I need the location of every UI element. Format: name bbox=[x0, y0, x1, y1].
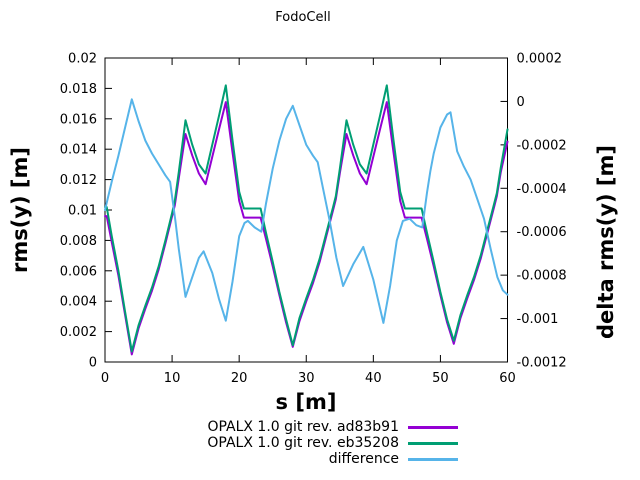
legend: OPALX 1.0 git rev. ad83b91 OPALX 1.0 git… bbox=[150, 419, 458, 467]
svg-text:40: 40 bbox=[365, 371, 382, 386]
legend-line-difference bbox=[408, 457, 458, 461]
chart-title: FodoCell bbox=[275, 10, 331, 25]
legend-label-series1: OPALX 1.0 git rev. ad83b91 bbox=[207, 419, 399, 435]
svg-text:-0.0006: -0.0006 bbox=[517, 225, 567, 240]
svg-text:0: 0 bbox=[89, 356, 97, 371]
svg-text:0.012: 0.012 bbox=[60, 173, 97, 188]
svg-text:0.01: 0.01 bbox=[68, 204, 97, 219]
legend-line-series2 bbox=[408, 441, 458, 445]
svg-text:0: 0 bbox=[517, 95, 525, 110]
legend-row: OPALX 1.0 git rev. eb35208 bbox=[150, 435, 458, 451]
svg-text:60: 60 bbox=[499, 371, 516, 386]
svg-text:-0.0008: -0.0008 bbox=[517, 269, 567, 284]
legend-label-difference: difference bbox=[328, 451, 399, 467]
legend-label-series2: OPALX 1.0 git rev. eb35208 bbox=[207, 435, 399, 451]
svg-text:-0.0012: -0.0012 bbox=[517, 356, 567, 371]
svg-text:0.0002: 0.0002 bbox=[517, 52, 563, 67]
y2-axis-label: delta rms(y) [m] bbox=[594, 144, 618, 340]
svg-text:0.018: 0.018 bbox=[60, 82, 97, 97]
svg-text:0: 0 bbox=[101, 371, 109, 386]
x-axis-label: s [m] bbox=[275, 390, 337, 414]
legend-line-series1 bbox=[408, 425, 458, 429]
svg-text:0.006: 0.006 bbox=[60, 264, 97, 279]
svg-text:50: 50 bbox=[432, 371, 449, 386]
svg-text:-0.001: -0.001 bbox=[517, 312, 559, 327]
svg-text:-0.0004: -0.0004 bbox=[517, 182, 567, 197]
svg-text:0.002: 0.002 bbox=[60, 325, 97, 340]
svg-text:0.008: 0.008 bbox=[60, 234, 97, 249]
svg-text:0.004: 0.004 bbox=[60, 295, 97, 310]
svg-text:10: 10 bbox=[164, 371, 181, 386]
svg-text:30: 30 bbox=[298, 371, 315, 386]
legend-row: OPALX 1.0 git rev. ad83b91 bbox=[150, 419, 458, 435]
svg-text:0.014: 0.014 bbox=[60, 143, 97, 158]
svg-text:0.02: 0.02 bbox=[68, 52, 97, 67]
svg-text:20: 20 bbox=[231, 371, 248, 386]
legend-row: difference bbox=[150, 451, 458, 467]
y-axis-label: rms(y) [m] bbox=[8, 146, 32, 274]
svg-text:0.016: 0.016 bbox=[60, 112, 97, 127]
svg-text:-0.0002: -0.0002 bbox=[517, 138, 567, 153]
